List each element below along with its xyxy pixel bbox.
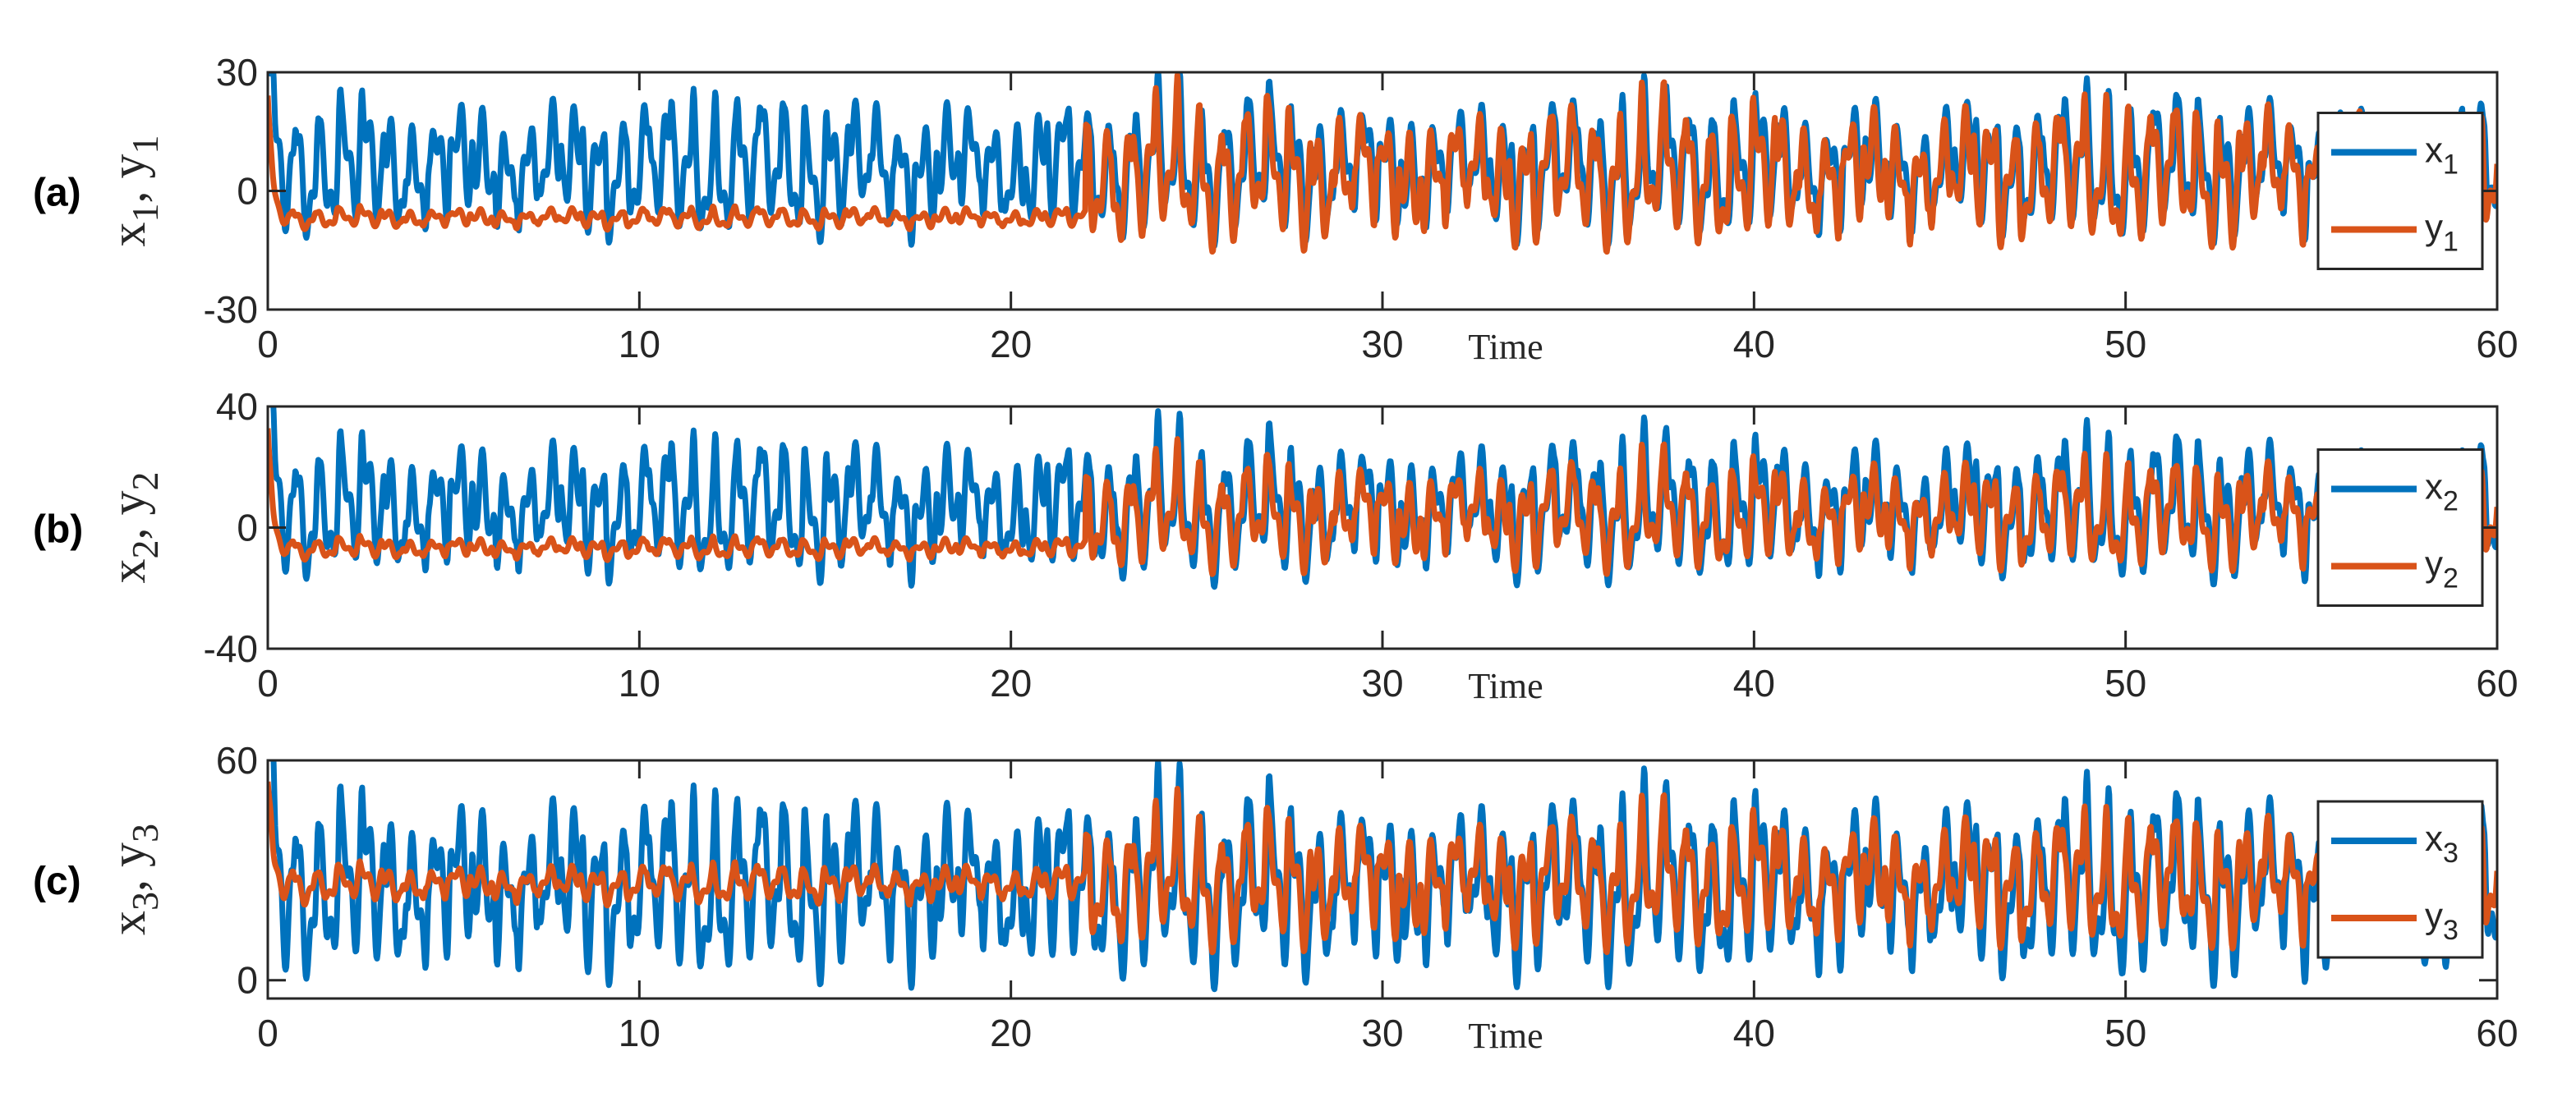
y-axis-label-part: y <box>101 842 155 867</box>
y-axis-label-part: x <box>101 559 155 584</box>
legend-label-y2: y2 <box>2425 544 2459 595</box>
legend-box <box>2316 800 2484 959</box>
x-tick-label: 10 <box>619 323 660 365</box>
y-axis-label-part: y <box>101 154 155 179</box>
y-axis-label: x3, y3 <box>101 824 166 935</box>
x-tick-label: 30 <box>1361 1012 1403 1054</box>
legend-label-x3: x3 <box>2425 819 2459 869</box>
x-tick-label: 60 <box>2476 323 2518 365</box>
legend-label-main: x <box>2425 131 2443 171</box>
x-tick-label: 20 <box>990 662 1032 705</box>
y-axis-label-part: 3 <box>124 824 166 842</box>
y-axis-label-part: 3 <box>124 892 166 911</box>
y-tick-label: 40 <box>216 385 258 428</box>
legend-label-y3: y3 <box>2425 896 2459 946</box>
legend-label-x2: x2 <box>2425 467 2459 517</box>
y-tick-label: -30 <box>204 288 258 331</box>
y-tick-label: 60 <box>216 739 258 782</box>
legend-label-sub: 1 <box>2443 227 2459 258</box>
x-tick-label: 0 <box>257 323 278 365</box>
y-axis-label-part: , <box>101 516 155 540</box>
x-tick-label: 50 <box>2104 1012 2146 1054</box>
legend-label-main: y <box>2425 896 2443 936</box>
y-axis-label-part: x <box>101 223 155 247</box>
x-tick-label: 20 <box>990 323 1032 365</box>
legend-label-main: x <box>2425 819 2443 859</box>
series-line-y2 <box>268 428 2497 577</box>
y-axis-label-part: x <box>101 911 155 935</box>
y-axis-label-part: , <box>101 867 155 892</box>
legend-box <box>2316 448 2484 607</box>
y-tick-label: 0 <box>237 170 258 213</box>
series-line-y3 <box>268 781 2497 956</box>
y-axis-label-part: y <box>101 491 155 516</box>
legend-label-main: y <box>2425 544 2443 585</box>
x-axis-label: Time <box>1468 666 1543 706</box>
legend-label-x1: x1 <box>2425 131 2459 181</box>
y-tick-label: 0 <box>237 507 258 549</box>
y-axis-label-part: , <box>101 179 155 204</box>
x-tick-label: 60 <box>2476 662 2518 705</box>
x-tick-label: 30 <box>1361 662 1403 705</box>
y-axis-label-part: 1 <box>124 135 166 154</box>
x-tick-label: 10 <box>619 662 660 705</box>
x-tick-label: 40 <box>1733 1012 1775 1054</box>
y-tick-label: 0 <box>237 959 258 1002</box>
y-axis-label-part: 2 <box>124 540 166 559</box>
y-axis-label: x2, y2 <box>101 472 166 584</box>
x-tick-label: 0 <box>257 1012 278 1054</box>
x-tick-label: 30 <box>1361 323 1403 365</box>
y-tick-label: -40 <box>204 627 258 670</box>
y-axis-label-part: 2 <box>124 472 166 491</box>
legend-label-sub: 1 <box>2443 149 2459 181</box>
x-tick-label: 60 <box>2476 1012 2518 1054</box>
x-axis-label: Time <box>1468 327 1543 367</box>
legend-label-sub: 2 <box>2443 486 2459 517</box>
x-tick-label: 10 <box>619 1012 660 1054</box>
x-tick-label: 50 <box>2104 662 2146 705</box>
legend-label-sub: 2 <box>2443 563 2459 595</box>
legend-box <box>2316 112 2484 270</box>
panel-label: (c) <box>33 860 81 903</box>
legend-label-main: y <box>2425 208 2443 248</box>
panel-label: (b) <box>33 508 83 552</box>
legend-label-main: x <box>2425 467 2443 507</box>
legend-label-sub: 3 <box>2443 838 2459 869</box>
x-axis-label: Time <box>1468 1016 1543 1056</box>
legend-label-y1: y1 <box>2425 208 2459 258</box>
x-tick-label: 20 <box>990 1012 1032 1054</box>
legend-label-sub: 3 <box>2443 915 2459 946</box>
x-tick-label: 50 <box>2104 323 2146 365</box>
y-tick-label: 30 <box>216 51 258 94</box>
panel-label: (a) <box>33 172 81 215</box>
x-tick-label: 40 <box>1733 323 1775 365</box>
y-axis-label: x1, y1 <box>101 135 166 247</box>
y-axis-label-part: 1 <box>124 204 166 223</box>
series-line-y1 <box>268 72 2497 255</box>
x-tick-label: 0 <box>257 662 278 705</box>
x-tick-label: 40 <box>1733 662 1775 705</box>
